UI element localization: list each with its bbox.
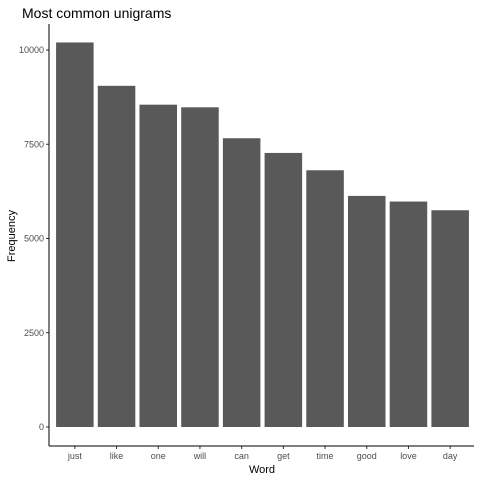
bar-like (98, 86, 136, 427)
x-tick-label: just (67, 451, 83, 461)
x-tick-label: will (193, 451, 207, 461)
bar-will (181, 107, 219, 427)
x-tick-label: time (317, 451, 334, 461)
x-tick-label: one (151, 451, 166, 461)
bar-one (139, 105, 177, 427)
x-tick-label: can (234, 451, 249, 461)
x-tick-label: get (277, 451, 290, 461)
y-tick-label: 10000 (19, 45, 44, 55)
bar-day (431, 210, 469, 427)
chart-title: Most common unigrams (22, 5, 171, 21)
x-tick-label: like (110, 451, 124, 461)
y-tick-label: 2500 (24, 328, 44, 338)
y-tick-label: 0 (39, 422, 44, 432)
bar-just (56, 42, 94, 427)
y-axis-title: Frequency (6, 210, 18, 262)
bar-time (306, 170, 344, 427)
bar-can (223, 138, 261, 427)
bar-love (390, 202, 428, 427)
x-tick-label: day (443, 451, 458, 461)
bar-get (265, 153, 303, 427)
y-tick-label: 5000 (24, 234, 44, 244)
x-axis-title: Word (249, 464, 275, 476)
y-tick-label: 7500 (24, 139, 44, 149)
x-tick-label: good (357, 451, 377, 461)
x-tick-label: love (400, 451, 417, 461)
bar-good (348, 196, 386, 427)
